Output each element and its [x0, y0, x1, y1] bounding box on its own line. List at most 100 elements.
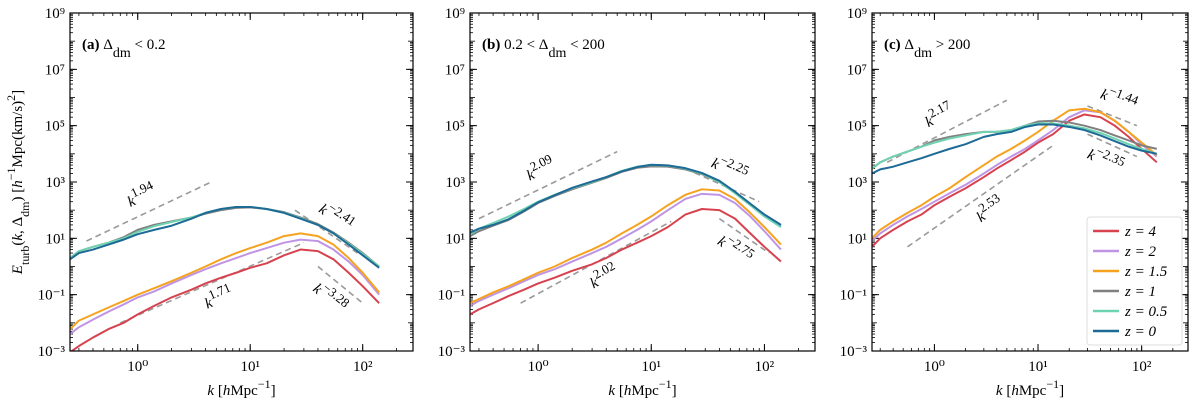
series-line [470, 208, 782, 316]
series-line [872, 113, 1158, 248]
x-tick-label: 10⁰ [924, 359, 945, 375]
x-tick-label: 10⁰ [528, 359, 549, 375]
panel-label: (b) 0.2 < Δdm < 200 [482, 37, 605, 61]
text-part: −1 [4, 167, 18, 180]
text-part: Δ [100, 37, 114, 53]
legend-box [1086, 216, 1183, 346]
legend-label: z = 0.5 [1124, 304, 1168, 320]
text-part: −2.25 [718, 152, 752, 178]
power-law-guide [907, 144, 1054, 248]
y-tick-label: 10⁷ [45, 62, 65, 78]
plot-area [70, 181, 380, 351]
series-line [872, 122, 1158, 170]
text-part: h [223, 383, 231, 399]
panel: 10⁰ 10¹ 10²10⁻³10⁻¹10¹10³10⁵10⁷10⁹k1.94k−2… [4, 6, 414, 399]
y-tick-label: 10¹ [46, 231, 66, 247]
power-law-label: k−2.35 [1085, 140, 1128, 177]
y-tick-label: 10⁷ [847, 62, 867, 78]
series-line [872, 107, 1158, 240]
y-tick-label: 10⁻¹ [840, 288, 867, 304]
power-law-label: k2.02 [584, 257, 621, 292]
series-line [872, 123, 1158, 175]
text-part: h [10, 180, 26, 188]
text-part: Mpc(km/s) [10, 101, 26, 168]
power-law-guide [1087, 105, 1138, 127]
power-law-guide [294, 209, 359, 254]
y-tick-label: 10⁻³ [38, 344, 66, 360]
text-part: dm [548, 46, 566, 61]
text-part: 0.2 < Δ [500, 37, 548, 53]
text-part: [ [615, 383, 624, 399]
x-tick-label: 10² [755, 359, 775, 375]
legend-label: z = 2 [1124, 244, 1156, 260]
text-part: turb [18, 246, 32, 265]
text-part: (a) [82, 37, 100, 53]
plot-area [470, 150, 782, 316]
power-law-guide [478, 150, 618, 220]
y-tick-label: 10¹ [446, 231, 466, 247]
text-part: 1.94 [128, 177, 155, 201]
series-line [70, 248, 380, 351]
text-part: < 200 [566, 37, 604, 53]
x-axis-label: k [hMpc−1] [608, 377, 676, 399]
text-part: 2 [4, 95, 18, 101]
plot-frame [69, 12, 414, 352]
text-part: dm [18, 201, 32, 217]
y-tick-label: 10⁻¹ [438, 288, 465, 304]
y-tick-label: 10³ [848, 175, 868, 191]
plot-area [872, 99, 1158, 248]
series-line [70, 238, 380, 335]
plot-frame [469, 12, 816, 352]
text-part: ] [1059, 383, 1064, 399]
legend-label: z = 1 [1124, 284, 1156, 300]
text-part: −2.35 [1094, 143, 1128, 169]
power-law-guide [1087, 133, 1138, 158]
text-part: Mpc [230, 383, 258, 399]
text-part: [ [1003, 383, 1012, 399]
text-part: , Δ [10, 217, 26, 235]
series-line [470, 188, 782, 305]
text-part: ) [ [10, 188, 26, 202]
legend-label: z = 1.5 [1124, 264, 1168, 280]
y-tick-label: 10⁻¹ [38, 288, 65, 304]
y-tick-label: 10⁻³ [438, 344, 466, 360]
y-axis-label: Eturb(k, Δdm) [h−1Mpc(km/s)2] [4, 90, 32, 275]
text-part: ] [271, 383, 276, 399]
panel-label: (a) Δdm < 0.2 [82, 37, 166, 61]
y-tick-label: 10⁹ [847, 6, 867, 22]
text-part: 2.02 [590, 257, 617, 281]
y-tick-label: 10⁹ [445, 6, 465, 22]
text-part: ] [672, 383, 677, 399]
power-law-label: k2.09 [521, 150, 558, 184]
text-part: dm [914, 46, 932, 61]
x-tick-label: 10² [1132, 359, 1152, 375]
y-tick-label: 10⁻³ [840, 344, 868, 360]
y-tick-label: 10⁹ [45, 6, 65, 22]
power-law-guide [86, 181, 212, 242]
power-law-label: k2.17 [919, 96, 956, 131]
series-line [470, 192, 782, 307]
text-part: > 200 [932, 37, 970, 53]
x-axis-label: k [hMpc−1] [207, 377, 275, 399]
text-part: h [624, 383, 632, 399]
panel-label: (c) Δdm > 200 [884, 37, 970, 61]
text-part: Mpc [1019, 383, 1047, 399]
y-tick-label: 10³ [446, 175, 466, 191]
text-part: k [996, 383, 1003, 399]
text-part: 2.09 [527, 150, 554, 173]
text-part: [ [214, 383, 223, 399]
power-law-label: k2.53 [970, 190, 1008, 226]
text-part: −1.44 [1107, 82, 1141, 107]
y-tick-label: 10¹ [848, 231, 868, 247]
x-tick-label: 10⁰ [127, 359, 148, 375]
text-part: dm [113, 46, 131, 61]
x-tick-label: 10¹ [240, 359, 260, 375]
series-line [470, 163, 782, 234]
x-tick-label: 10¹ [642, 359, 662, 375]
x-tick-label: 10² [353, 359, 373, 375]
text-part: ( [10, 241, 26, 246]
text-part: −1 [1046, 377, 1059, 391]
text-part: h [1011, 383, 1019, 399]
power-law-label: k−1.44 [1098, 80, 1141, 116]
